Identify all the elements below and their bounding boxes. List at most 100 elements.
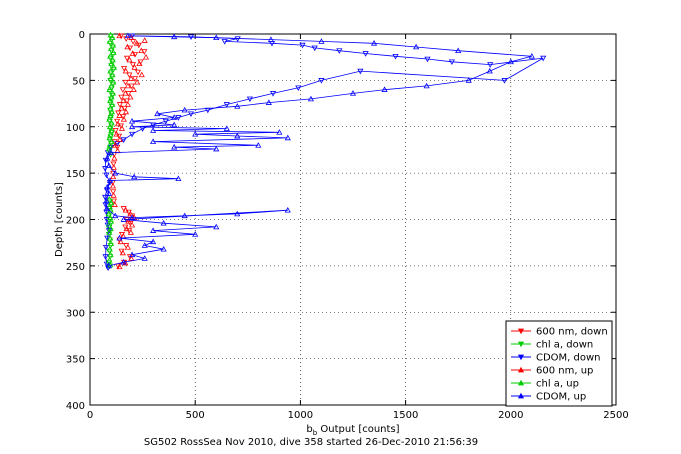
data-point [109, 101, 116, 107]
data-point [150, 127, 157, 133]
data-point [107, 251, 114, 258]
data-point [392, 53, 399, 60]
data-point [119, 249, 126, 256]
data-point [114, 120, 122, 127]
legend-entry: 600 nm, up [511, 366, 593, 377]
data-point [108, 138, 115, 144]
data-point [112, 212, 119, 219]
series-layer [102, 31, 547, 271]
data-point [160, 245, 167, 252]
data-point [106, 203, 113, 209]
data-point [105, 262, 113, 269]
data-point [102, 166, 109, 172]
data-point [124, 32, 131, 39]
data-point [106, 257, 113, 263]
data-point [108, 60, 115, 66]
data-point [455, 47, 462, 54]
data-point [105, 145, 113, 152]
data-point [105, 190, 113, 196]
series-2 [102, 33, 547, 271]
data-point [109, 182, 117, 189]
y-ticks: 0 50 100 150 200 250 300 350 400 [66, 30, 616, 412]
y-tick-label: 250 [66, 262, 85, 273]
data-point [110, 64, 118, 70]
data-point [118, 104, 125, 111]
data-point [448, 59, 455, 66]
x-tick-label: 1000 [288, 410, 313, 421]
data-point [349, 90, 357, 96]
data-point [116, 234, 123, 241]
data-point [112, 142, 119, 148]
data-point [246, 96, 253, 103]
series-5 [103, 32, 535, 269]
data-point [107, 104, 114, 111]
data-point [362, 51, 369, 57]
data-point [104, 155, 111, 161]
data-point [284, 134, 291, 141]
data-point [106, 123, 114, 130]
data-point [127, 93, 134, 100]
legend-label: 600 nm, up [536, 366, 593, 377]
data-point [110, 161, 117, 168]
x-axis-label: bb Output [counts] [306, 424, 399, 437]
data-point [127, 75, 135, 81]
legend-label: chl a, up [536, 379, 579, 390]
data-point [487, 62, 494, 68]
legend-entry: chl a, down [511, 340, 593, 351]
data-point [160, 219, 167, 226]
data-point [213, 223, 220, 230]
data-point [129, 214, 136, 220]
data-point [127, 229, 134, 235]
data-point [413, 43, 420, 50]
data-point [129, 50, 136, 56]
data-point [124, 82, 131, 89]
data-point [131, 64, 138, 70]
data-point [299, 42, 306, 49]
data-point [175, 115, 182, 121]
data-point [120, 97, 127, 104]
data-point [122, 90, 129, 96]
data-point [171, 121, 178, 128]
data-point [118, 33, 125, 40]
data-point [129, 62, 137, 68]
y-tick-label: 0 [79, 30, 85, 41]
data-point [318, 78, 325, 84]
data-point [108, 127, 115, 133]
data-point [150, 227, 157, 233]
data-point [129, 131, 136, 138]
data-point [118, 125, 126, 131]
x-axis-label-main: b [306, 424, 312, 435]
legend-marker [517, 392, 525, 399]
data-point [234, 132, 241, 139]
data-point [150, 138, 157, 144]
data-point [269, 91, 277, 97]
data-point [120, 116, 127, 122]
legend-marker [517, 341, 525, 348]
data-point [108, 108, 115, 115]
data-point [284, 207, 291, 213]
data-point [507, 58, 514, 65]
x-tick-label: 500 [186, 410, 205, 421]
legend-label: 600 nm, down [536, 327, 608, 338]
data-point [113, 130, 120, 137]
data-point [107, 225, 114, 232]
data-point [130, 39, 137, 45]
data-point [129, 221, 136, 228]
x-axis-label-sub: b [313, 429, 318, 437]
plot-area: 0 500 1000 1500 2000 2500 0 50 100 150 200 250 300 3… [66, 30, 629, 421]
data-point [106, 142, 113, 148]
data-point [123, 98, 131, 105]
data-point [123, 225, 130, 232]
data-point [131, 52, 139, 58]
data-point [123, 55, 131, 62]
x-tick-label: 2500 [603, 410, 628, 421]
data-point [141, 242, 148, 248]
data-point [105, 221, 113, 228]
y-axis-label: Depth [counts] [54, 182, 65, 257]
data-point [120, 137, 127, 143]
data-point [107, 130, 114, 137]
data-point [128, 255, 135, 261]
data-point [106, 195, 113, 202]
data-point [138, 71, 145, 78]
